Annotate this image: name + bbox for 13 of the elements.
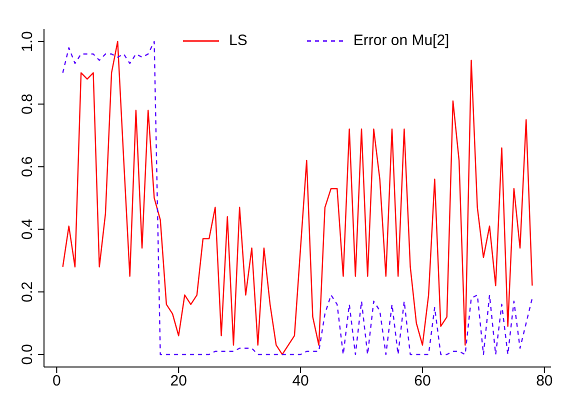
x-tick-label: 0 xyxy=(52,372,61,390)
x-tick-label: 20 xyxy=(170,372,187,390)
x-tick-label: 40 xyxy=(292,372,309,390)
y-tick-label: 0.8 xyxy=(19,94,36,115)
legend-label: Error on Mu[2] xyxy=(353,32,450,49)
y-tick-label: 0.6 xyxy=(19,156,36,178)
x-tick-label: 80 xyxy=(536,372,553,390)
y-tick-label: 0.0 xyxy=(19,344,36,365)
legend-label: LS xyxy=(229,32,248,49)
x-tick-label: 60 xyxy=(414,372,431,390)
y-tick-label: 0.2 xyxy=(19,281,36,302)
y-tick-label: 0.4 xyxy=(19,218,36,240)
y-tick-label: 1.0 xyxy=(19,31,36,52)
